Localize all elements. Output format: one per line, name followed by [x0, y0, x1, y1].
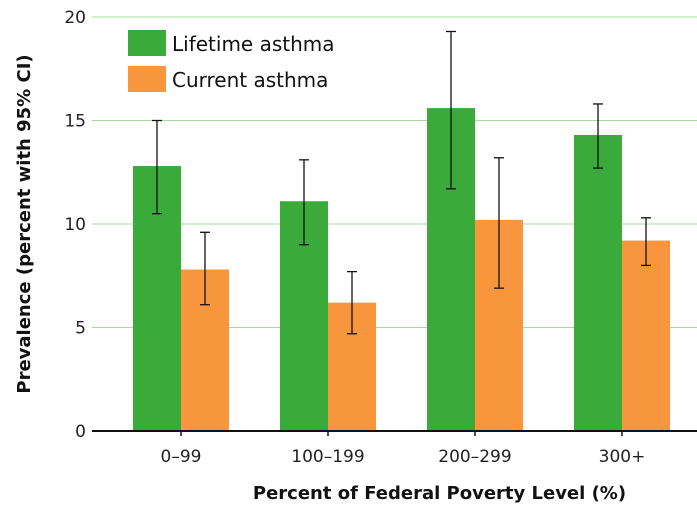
bar-current-asthma — [622, 240, 670, 431]
legend: Lifetime asthma Current asthma — [128, 30, 335, 92]
y-axis-ticks: 0 5 10 15 20 — [64, 8, 86, 442]
y-tick-label: 10 — [64, 215, 86, 235]
x-tick-label: 200–299 — [438, 447, 511, 467]
bar-lifetime-asthma — [574, 134, 622, 432]
y-tick-label: 5 — [75, 319, 86, 339]
x-tick-label: 300+ — [599, 447, 646, 467]
error-bar — [299, 159, 309, 246]
error-bar — [593, 103, 603, 169]
x-tick-label: 0–99 — [161, 447, 202, 467]
legend-label: Lifetime asthma — [172, 32, 335, 56]
y-tick-label: 15 — [64, 112, 86, 132]
error-bar — [641, 217, 651, 267]
x-axis-ticks: 0–99 100–199 200–299 300+ — [161, 431, 646, 467]
error-bar — [347, 270, 357, 335]
y-tick-label: 0 — [75, 422, 86, 442]
y-axis-title: Prevalence (percent with 95% CI) — [14, 54, 35, 393]
y-tick-label: 20 — [64, 8, 86, 28]
error-bar — [200, 231, 210, 306]
legend-swatch — [128, 30, 166, 56]
x-axis-title: Percent of Federal Poverty Level (%) — [253, 483, 626, 504]
bars — [133, 108, 670, 432]
error-bar — [446, 30, 456, 190]
legend-label: Current asthma — [172, 68, 328, 92]
error-bar — [494, 157, 504, 289]
error-bar — [152, 119, 162, 215]
error-bars — [152, 30, 651, 335]
legend-swatch — [128, 66, 166, 92]
x-tick-label: 100–199 — [291, 447, 364, 467]
